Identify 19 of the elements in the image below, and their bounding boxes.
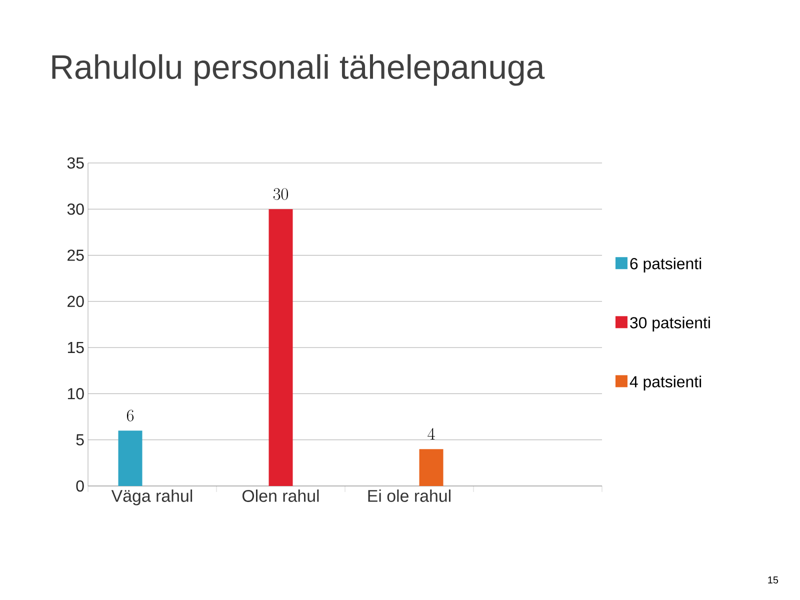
y-tick-label: 15 <box>68 342 84 354</box>
y-tick-label: 35 <box>67 157 84 169</box>
x-tick-label: Ei ole rahul <box>368 490 450 502</box>
chart-title: Rahulolu personali tähelepanuga <box>52 54 545 86</box>
y-tick-label: 5 <box>76 434 84 446</box>
data-label: 30 <box>273 188 288 200</box>
y-tick-label: 20 <box>68 296 84 308</box>
legend-label: 4 patsienti <box>630 376 702 391</box>
legend-label: 30 patsienti <box>630 316 710 332</box>
legend-label: 6 patsienti <box>630 258 702 272</box>
y-tick-label: 25 <box>68 250 84 261</box>
x-tick-label: Väga rahul <box>111 490 192 506</box>
text: 15 <box>768 576 778 584</box>
y-tick-label: 10 <box>68 388 84 400</box>
data-label: 6 <box>126 410 134 422</box>
y-tick-label: 30 <box>67 203 84 215</box>
data-label: 4 <box>428 428 435 440</box>
y-tick-label: 0 <box>76 480 84 492</box>
x-tick-label: Olen rahul <box>242 490 319 502</box>
